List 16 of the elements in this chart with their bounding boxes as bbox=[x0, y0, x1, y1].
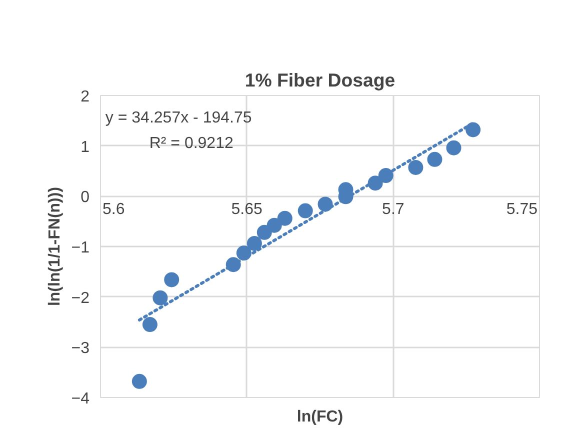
y-tick-label: 0 bbox=[80, 189, 90, 206]
y-tick-label: −1 bbox=[71, 240, 90, 256]
y-tick-label: −2 bbox=[71, 290, 90, 307]
x-tick-label: 5.65 bbox=[231, 201, 263, 218]
x-axis-title: ln(FC) bbox=[296, 408, 344, 426]
y-axis-title: ln(ln(1/1-FN(n))) bbox=[46, 186, 64, 306]
y-tick-label: −3 bbox=[71, 340, 90, 358]
x-tick-label: 5.6 bbox=[102, 201, 125, 218]
x-tick-label: 5.75 bbox=[506, 201, 538, 218]
y-tick-label: 2 bbox=[80, 88, 90, 106]
y-tick-label: 1 bbox=[80, 138, 90, 156]
annotation: y = 34.257x - 194.75 bbox=[105, 110, 252, 127]
x-tick-label: 5.7 bbox=[382, 201, 404, 218]
annotation: R² = 0.9212 bbox=[149, 134, 234, 152]
y-tick-label: −4 bbox=[71, 390, 90, 408]
chart-title: 1% Fiber Dosage bbox=[244, 70, 396, 90]
